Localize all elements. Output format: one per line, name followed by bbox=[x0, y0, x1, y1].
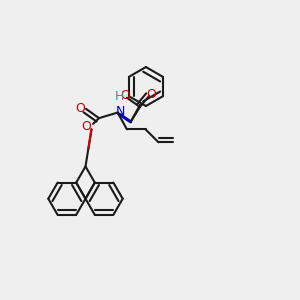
Text: H: H bbox=[115, 90, 124, 103]
Text: O: O bbox=[146, 88, 156, 101]
Text: N: N bbox=[115, 105, 125, 118]
Text: O: O bbox=[76, 102, 85, 115]
Text: O: O bbox=[120, 89, 130, 102]
Text: O: O bbox=[81, 120, 91, 133]
